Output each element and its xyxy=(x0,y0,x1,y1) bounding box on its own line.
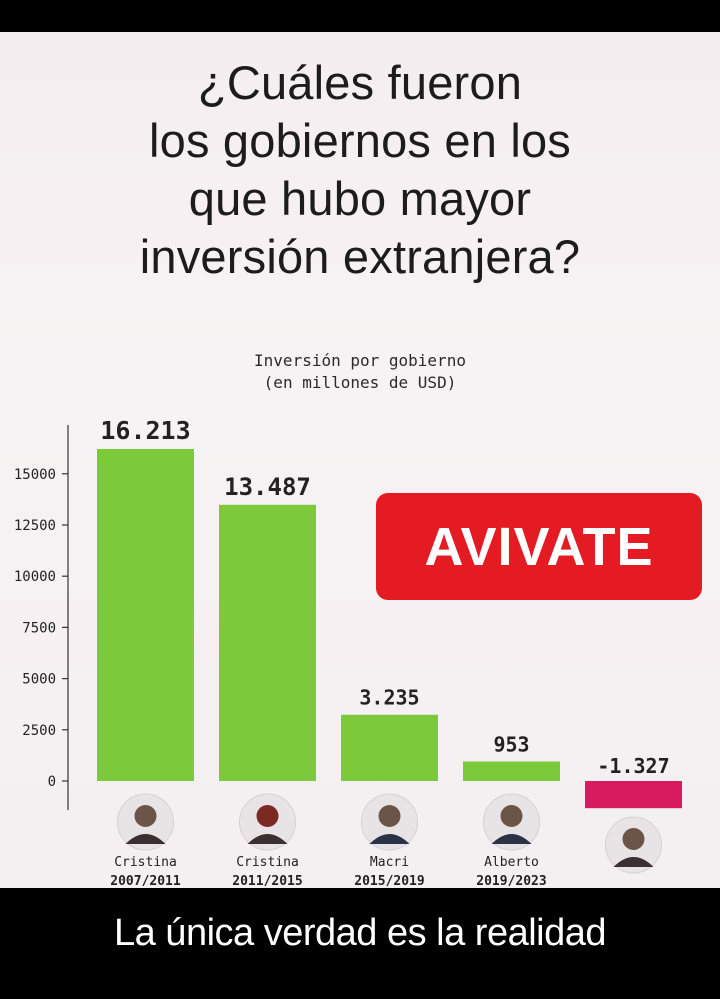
bar-value-label: 3.235 xyxy=(359,686,419,710)
category-name-label: Cristina xyxy=(114,855,177,870)
y-tick-label: 7500 xyxy=(22,620,56,636)
chart-title: Inversión por gobierno xyxy=(254,351,466,370)
y-tick-label: 10000 xyxy=(14,569,56,585)
y-tick-label: 0 xyxy=(48,774,56,790)
category-period-label: 2007/2011 xyxy=(110,874,181,888)
headline-line-2: los gobiernos en los xyxy=(148,114,572,167)
y-tick-label: 15000 xyxy=(14,467,56,483)
bar-value-label: 13.487 xyxy=(224,473,311,501)
bar-value-label: 953 xyxy=(493,732,529,756)
category-name-label: Macri xyxy=(370,855,409,870)
bar xyxy=(463,761,560,781)
portrait-head xyxy=(256,805,279,827)
category-name-label: Alberto xyxy=(484,855,539,870)
bar-value-label: 16.213 xyxy=(100,416,190,445)
video-caption: La única verdad es la realidad xyxy=(0,888,720,999)
infographic-panel: ¿Cuáles fueron los gobiernos en los que … xyxy=(0,32,720,888)
y-tick-label: 2500 xyxy=(22,723,56,739)
category-period-label: 2019/2023 xyxy=(476,874,546,888)
portrait-body xyxy=(491,834,532,844)
y-tick-label: 12500 xyxy=(14,518,56,534)
portrait-body xyxy=(125,834,166,844)
portrait-head xyxy=(378,805,401,827)
bar xyxy=(341,714,438,781)
portrait-body xyxy=(369,834,410,844)
bar xyxy=(219,504,316,781)
headline: ¿Cuáles fueron los gobiernos en los que … xyxy=(20,54,700,286)
portrait-body xyxy=(613,857,654,867)
portrait-head xyxy=(134,805,157,827)
y-tick-label: 5000 xyxy=(22,672,56,688)
bar xyxy=(585,781,682,809)
portrait-head xyxy=(500,805,523,827)
headline-line-3: que hubo mayor xyxy=(188,172,532,225)
category-name-label: Cristina xyxy=(236,855,299,870)
chart-heading: Inversión por gobierno (en millones de U… xyxy=(150,350,570,394)
category-period-label: 2011/2015 xyxy=(232,874,302,888)
chart-subtitle: (en millones de USD) xyxy=(263,373,457,392)
category-period-label: 2015/2019 xyxy=(354,874,424,888)
headline-line-1: ¿Cuáles fueron xyxy=(197,56,523,109)
portrait-body xyxy=(247,834,288,844)
bar xyxy=(97,448,194,781)
portrait-head xyxy=(622,828,645,850)
avivate-label: AVIVATE xyxy=(424,516,654,577)
bar-chart: 0 2500 5000 7500 10000 12500 15000 16.213 Cristi… xyxy=(14,416,682,888)
headline-line-4: inversión extranjera? xyxy=(139,230,581,283)
avivate-badge: AVIVATE xyxy=(376,493,702,600)
bar-value-label: -1.327 xyxy=(597,754,669,778)
